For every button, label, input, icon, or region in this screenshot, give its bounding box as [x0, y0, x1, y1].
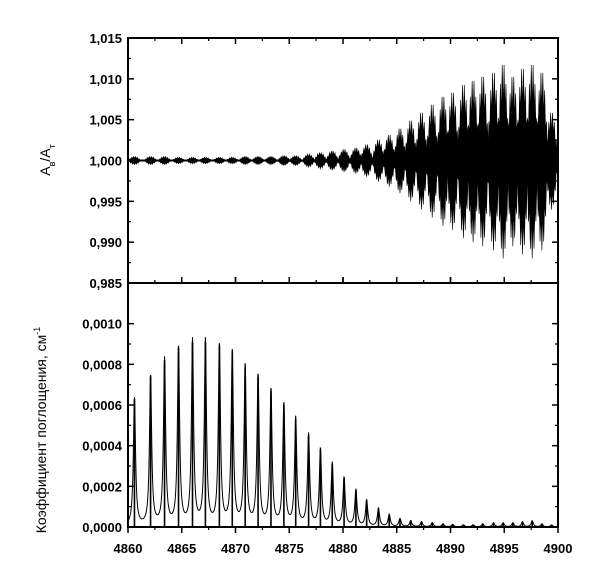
- top-ytick-label-2: 1,005: [89, 113, 122, 128]
- top-ytick-label-4: 0,995: [89, 194, 122, 209]
- top-ytick-label-5: 0,990: [89, 235, 122, 250]
- x-tick-label-8: 4900: [544, 541, 573, 556]
- top-ylabel-slash: /A: [37, 148, 53, 162]
- top-ylabel-sub2: т: [47, 144, 57, 148]
- top-oscillation-1: [143, 155, 158, 166]
- top-oscillation-4: [185, 156, 200, 165]
- top-oscillation-12: [288, 154, 303, 167]
- bottom-ytick-label-0: 0,0010: [82, 317, 122, 332]
- bottom-ylabel-superscript: -1: [32, 327, 42, 335]
- top-oscillation-13: [301, 153, 316, 168]
- top-oscillation-3: [171, 156, 186, 165]
- x-tick-label-1: 4865: [167, 541, 196, 556]
- x-tick-label-3: 4875: [275, 541, 304, 556]
- top-oscillation-7: [224, 156, 240, 165]
- x-tick-label-7: 4895: [490, 541, 519, 556]
- bottom-ytick-label-2: 0,0006: [82, 398, 122, 413]
- top-oscillation-6: [212, 156, 227, 165]
- x-tick-label-0: 4860: [114, 541, 143, 556]
- top-ytick-label-3: 1,000: [89, 154, 122, 169]
- x-tick-label-2: 4870: [221, 541, 250, 556]
- top-panel: 1,015 1,010 1,005 1,000 0,995 0,990 0,985: [89, 31, 559, 291]
- top-ytick-label-0: 1,015: [89, 31, 122, 46]
- bottom-ytick-label-5: 0,0000: [82, 520, 122, 535]
- bottom-y-axis-title: Коэффициент поглощения, см-1: [32, 327, 49, 534]
- top-ytick-label-1: 1,010: [89, 72, 122, 87]
- x-tick-label-5: 4885: [382, 541, 411, 556]
- bottom-ytick-label-4: 0,0002: [82, 479, 122, 494]
- top-oscillation-8: [237, 155, 253, 166]
- x-tick-labels: 4860 4865 4870 4875 4880 4885 4890 4895 4900: [114, 277, 573, 556]
- top-oscillation-2: [157, 155, 172, 166]
- top-ylabel-sub1: в: [47, 161, 57, 166]
- bottom-panel: 0,0010 0,0008 0,0006 0,0004 0,0002 0,0000: [82, 282, 559, 535]
- x-tick-label-6: 4890: [436, 541, 465, 556]
- top-oscillation-18: [359, 144, 374, 177]
- top-oscillation-11: [277, 154, 291, 167]
- top-oscillation-9: [251, 155, 266, 166]
- top-ytick-label-6: 0,985: [89, 276, 122, 291]
- top-ylabel-main1: A: [37, 166, 53, 176]
- top-oscillation-15: [325, 150, 340, 171]
- top-oscillation-10: [264, 155, 278, 166]
- bottom-ytick-label-1: 0,0008: [82, 357, 122, 372]
- top-oscillation-14: [313, 152, 328, 170]
- top-oscillation-0: [127, 155, 142, 166]
- top-y-axis-title: Aв/Aт: [37, 144, 57, 175]
- x-tick-label-4: 4880: [329, 541, 358, 556]
- bottom-ylabel-text: Коэффициент поглощения, см: [33, 335, 49, 534]
- top-oscillation-16: [337, 149, 351, 172]
- bottom-ytick-label-3: 0,0004: [82, 439, 123, 454]
- top-oscillation-5: [198, 156, 213, 165]
